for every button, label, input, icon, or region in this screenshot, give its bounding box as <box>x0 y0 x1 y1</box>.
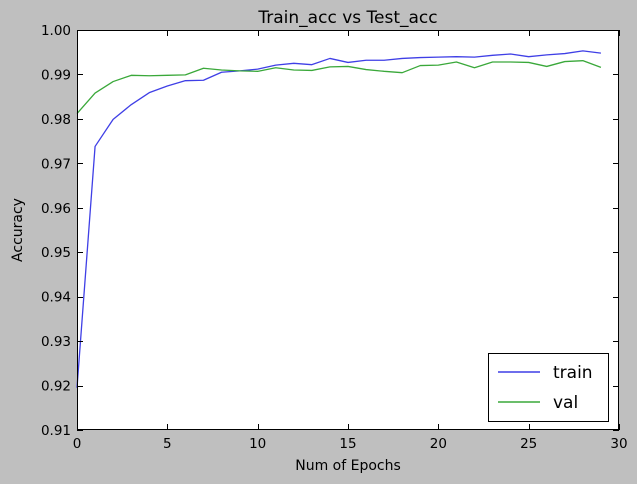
chart-title: Train_acc vs Test_acc <box>257 8 437 28</box>
x-tick-label: 0 <box>73 436 82 452</box>
y-tick-label: 0.92 <box>41 379 71 395</box>
y-tick-label: 0.95 <box>41 245 71 261</box>
y-tick-label: 0.99 <box>41 67 71 83</box>
y-tick-label: 0.93 <box>41 334 71 350</box>
x-tick-label: 25 <box>520 436 537 452</box>
y-tick-label: 0.97 <box>41 156 71 172</box>
series-line-train <box>76 50 602 388</box>
x-tick-label: 5 <box>163 436 172 452</box>
y-tick-label: 1.00 <box>41 23 71 39</box>
tick-label-layer: 0 5 10 15 20 25 30 0.91 0.92 0.93 0.94 0.95 0.96 0.97… <box>41 23 628 452</box>
y-axis-label: Accuracy <box>10 198 26 262</box>
x-tick-label: 10 <box>249 436 266 452</box>
series-layer <box>76 50 602 388</box>
x-tick-label: 20 <box>430 436 447 452</box>
x-tick-label: 15 <box>339 436 356 452</box>
legend: train val <box>488 353 609 422</box>
x-axis-label: Num of Epochs <box>295 458 401 474</box>
y-tick-label: 0.94 <box>41 290 71 306</box>
series-line-val <box>76 60 602 114</box>
x-tick-label: 30 <box>610 436 627 452</box>
legend-label-val: val <box>553 393 578 413</box>
y-tick-label: 0.98 <box>41 112 71 128</box>
y-tick-label: 0.96 <box>41 201 71 217</box>
legend-box <box>488 353 609 422</box>
legend-label-train: train <box>553 363 593 383</box>
plot-frame <box>77 30 619 430</box>
y-tick-label: 0.91 <box>41 423 71 439</box>
